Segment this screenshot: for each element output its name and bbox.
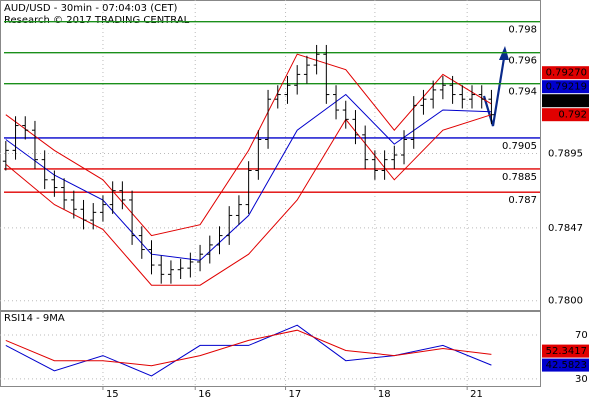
series-line [5,114,492,286]
y-tick-label: 70 [575,330,588,341]
x-tick-label: 21 [470,389,483,400]
value-tag [542,108,589,122]
y-tick-label: 0.7847 [548,223,583,234]
series-line [5,329,492,367]
level-label: 0.796 [508,56,537,67]
value-tag-label: 0.792 [558,110,587,121]
x-tick-label: 18 [378,389,391,400]
rsi-panel [0,311,541,387]
value-tag [542,94,589,108]
chart-title: AUD/USD - 30min - 07:04:03 (CET) [4,3,178,14]
value-tag-label: 0.79219 [546,82,587,93]
level-label: 0.7885 [502,172,537,183]
x-tick-label: 17 [289,389,302,400]
level-label: 0.794 [508,87,537,98]
chart-subtitle: Research © 2017 TRADING CENTRAL [4,15,190,26]
y-tick-label: 0.7800 [548,296,583,307]
value-tag [542,66,589,80]
y-tick-label: 0.7895 [548,148,583,159]
rsi-title: RSI14 - 9MA [4,313,65,324]
x-tick-label: 15 [106,389,119,400]
value-tag-label: 0.792 [558,96,587,107]
level-label: 0.7905 [502,141,537,152]
price-panel [0,0,541,311]
value-tag-label: 52.3417 [546,346,587,357]
value-tag [542,80,589,94]
value-tag [542,344,589,358]
series-line [5,53,492,237]
series-line [5,93,492,261]
y-tick-label: 30 [575,374,588,385]
x-tick-label: 16 [198,389,211,400]
value-tag [542,358,589,372]
level-label: 0.787 [508,195,537,206]
level-label: 0.798 [508,25,537,36]
value-tag-label: 0.79270 [546,68,587,79]
value-tag-label: 42.5823 [546,360,587,371]
